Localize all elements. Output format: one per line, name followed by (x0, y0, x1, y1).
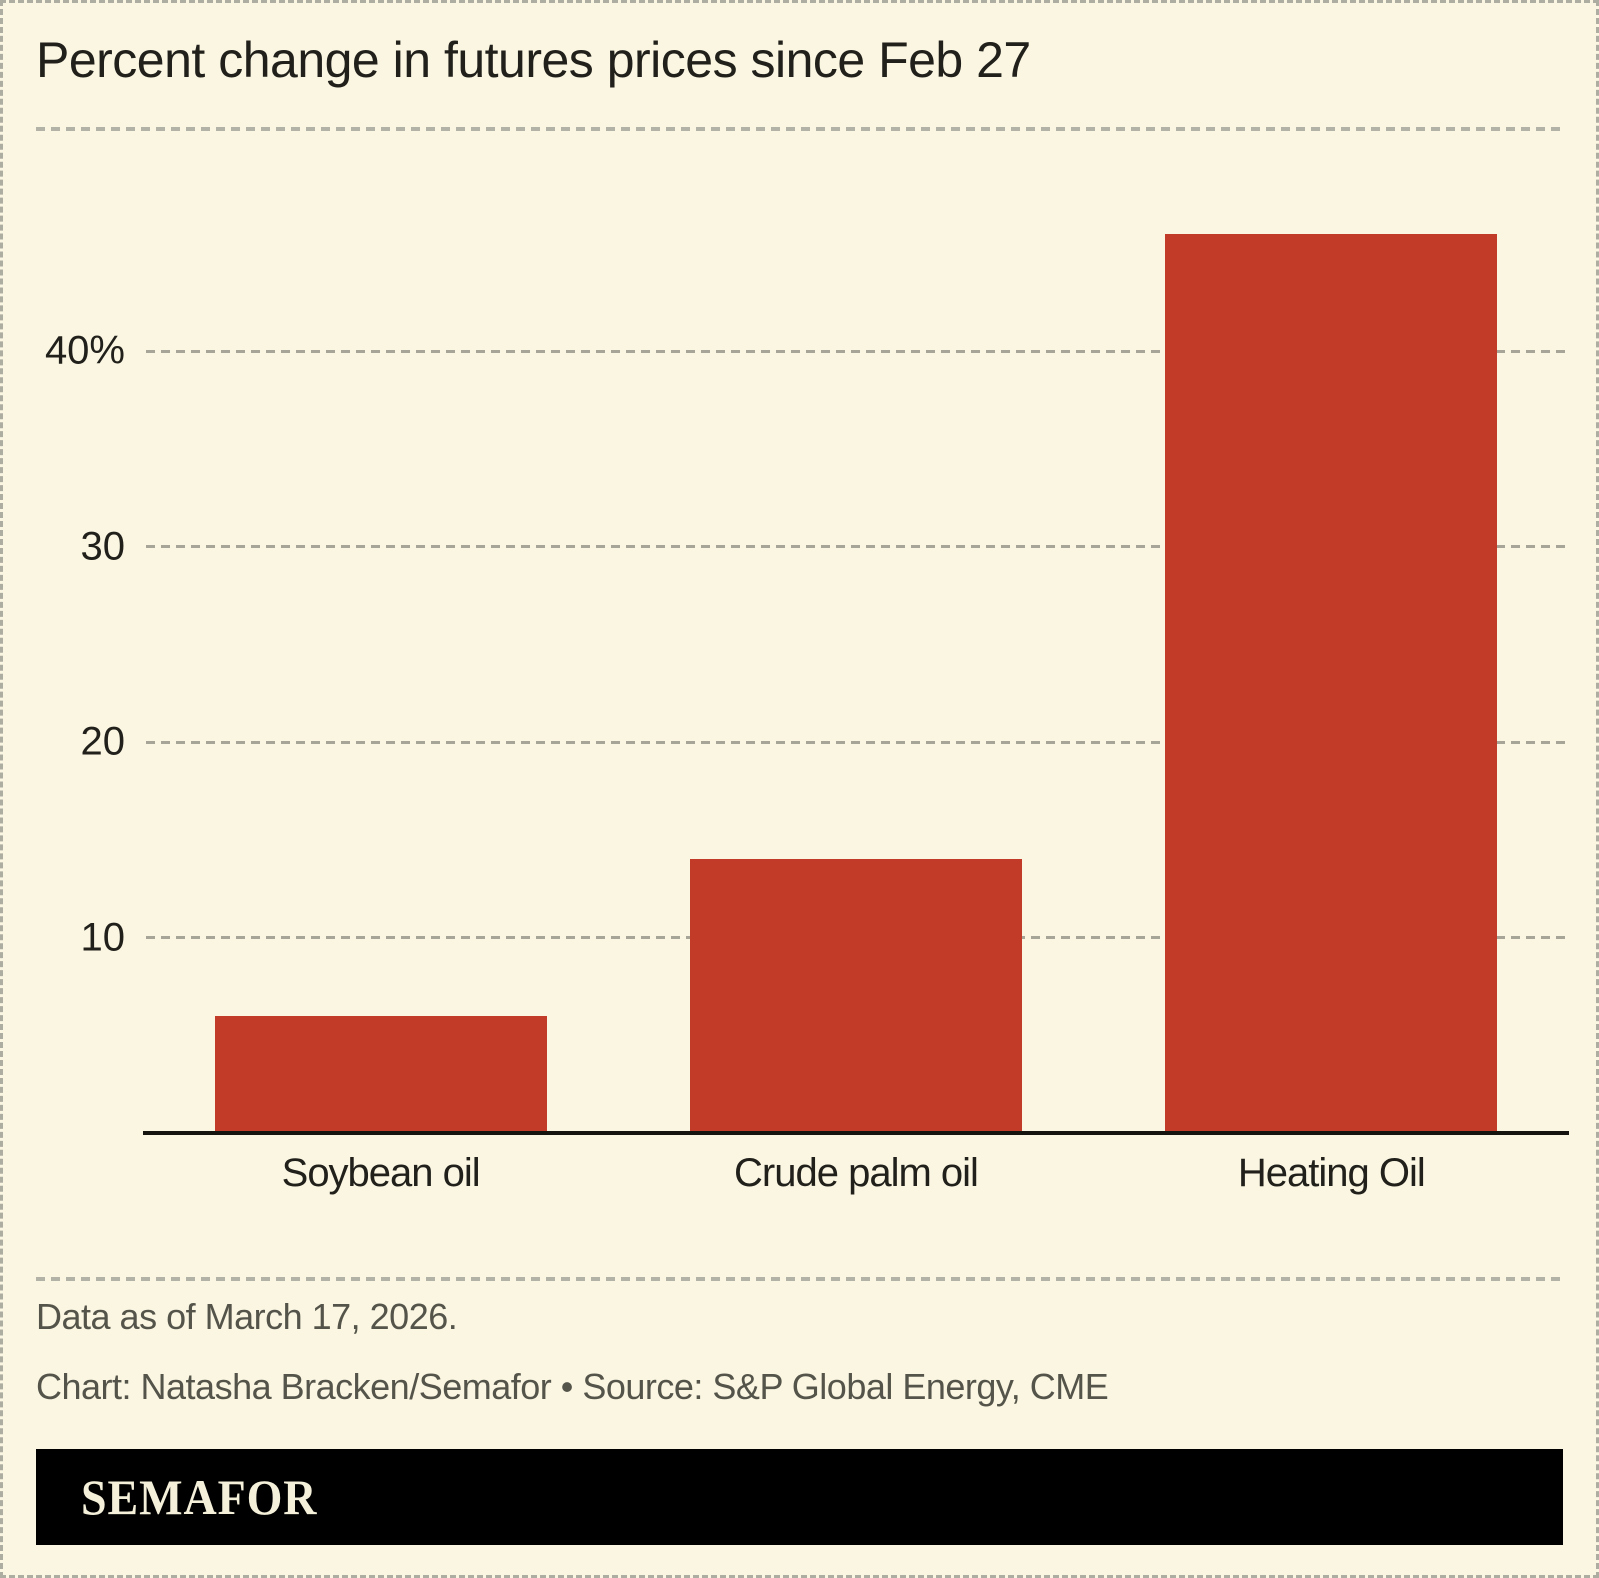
y-tick-label-10: 10 (80, 915, 126, 959)
y-tick-label-40: 40% (44, 328, 125, 373)
bars: Soybean oil Crude palm oil Heating Oil (143, 153, 1569, 1195)
gridline-40 (146, 349, 1569, 353)
bar-band-heating-oil: Heating Oil (1094, 153, 1569, 1195)
chart-title: Percent change in futures prices since F… (36, 32, 1031, 88)
semafor-logo: SEMAFOR (81, 1469, 318, 1525)
bottom-separator (36, 1277, 1563, 1281)
gridline-20 (146, 740, 1569, 744)
bar-soybean-oil (214, 1015, 547, 1133)
x-axis-line (143, 1131, 1569, 1135)
x-tick-label-soybean-oil: Soybean oil (281, 1151, 481, 1195)
top-separator (36, 127, 1563, 131)
logo-bar: SEMAFOR (36, 1449, 1563, 1545)
bar-heating-oil (1165, 233, 1498, 1133)
x-tick-label-heating-oil: Heating Oil (1237, 1151, 1426, 1195)
chart-credit: Chart: Natasha Bracken/Semafor • Source:… (36, 1366, 1109, 1407)
plot-area: 10 20 30 40% Soybean oil Crude palm oil Heati… (45, 153, 1569, 1195)
gridline-30 (146, 545, 1569, 548)
bar-band-soybean-oil: Soybean oil (143, 153, 618, 1195)
x-tick-label-crude-palm-oil: Crude palm oil (734, 1151, 979, 1195)
data-as-of-note: Data as of March 17, 2026. (36, 1296, 458, 1337)
bar-crude-palm-oil (689, 859, 1022, 1133)
y-tick-label-20: 20 (80, 719, 126, 764)
y-tick-label-30: 30 (80, 524, 126, 568)
bar-band-crude-palm-oil: Crude palm oil (618, 153, 1093, 1195)
